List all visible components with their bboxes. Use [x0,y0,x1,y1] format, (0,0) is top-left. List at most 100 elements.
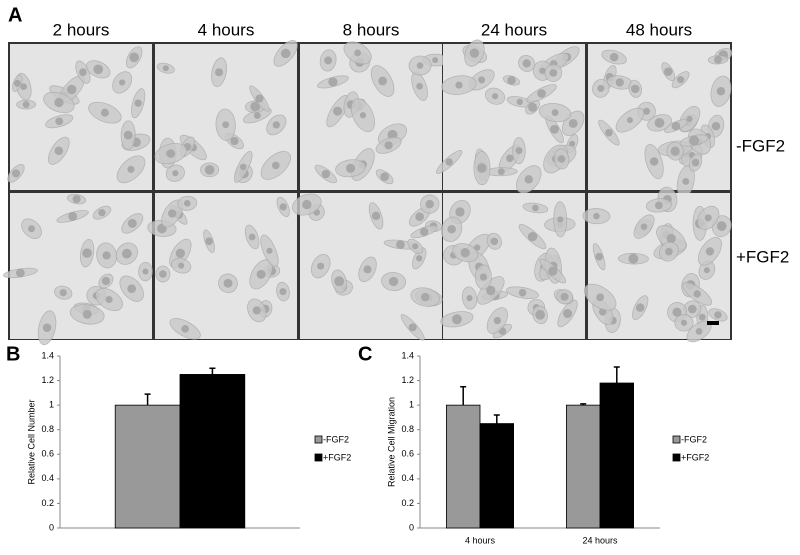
nucleus [516,98,523,106]
nucleus [279,203,287,211]
nucleus [705,247,715,256]
bar [599,382,634,529]
nucleus [388,276,399,287]
nucleus [425,199,434,209]
nucleus [687,304,697,314]
micrographs [2,39,733,346]
nucleus [253,112,261,120]
y-tick-label: 0.6 [41,449,54,459]
nucleus [416,62,424,69]
nucleus [396,240,405,249]
nucleus [704,214,712,222]
nucleus [527,231,538,242]
nucleus [532,204,539,212]
nucleus [127,284,137,294]
nucleus [416,82,423,90]
nucleus [605,128,613,137]
nucleus [665,247,673,256]
nucleus [272,121,280,129]
y-tick-label: 0 [409,522,414,532]
y-tick-label: 0.2 [401,498,414,508]
nucleus [412,243,419,250]
nucleus [666,233,676,244]
error-bar [460,385,467,406]
nucleus [522,59,531,68]
nucleus [205,237,213,246]
nucleus [655,201,663,210]
nucleus [491,93,499,100]
error-bar [613,366,620,384]
error-bar [144,393,151,406]
nucleus [93,64,104,75]
nucleus [466,294,473,302]
nucleus [451,314,462,325]
nucleus [478,76,486,84]
nucleus [677,76,685,84]
nucleus [371,211,381,221]
nucleus [557,216,564,223]
nucleus [551,109,559,117]
nucleus [691,158,700,167]
nucleus [129,52,140,63]
nucleus [628,253,639,264]
nucleus [557,155,566,163]
nucleus [378,76,387,86]
nucleus [595,252,603,261]
nucleus [280,48,291,59]
nucleus [68,211,78,221]
nucleus [101,276,111,286]
nucleus [549,69,558,77]
nucleus [20,83,28,91]
nucleus [333,106,343,116]
column-label: 8 hours [343,20,400,39]
y-tick-label: 1 [409,400,414,410]
nucleus [455,81,463,89]
nucleus [615,78,624,87]
nucleus [714,311,722,319]
legend-swatch [314,435,323,444]
y-tick-label: 1.4 [41,350,54,360]
nucleus [460,248,470,258]
nucleus [695,328,703,335]
y-tick-label: 1.4 [401,350,414,360]
nucleus [181,324,190,333]
nucleus [22,101,30,108]
nucleus [142,268,149,275]
nucleus [384,141,393,150]
nucleus [507,76,516,85]
column-label: 2 hours [53,20,110,39]
nucleus [302,199,312,210]
nucleus [123,130,133,140]
nucleus [408,323,417,332]
nucleus [11,169,21,178]
nucleus [563,309,573,319]
nucleus [630,84,640,94]
scale-bar [707,321,719,325]
nucleus [183,200,191,207]
nucleus [596,293,605,302]
nucleus [506,154,514,163]
nucleus [363,265,372,274]
nucleus [486,285,496,296]
nucleus [548,266,558,276]
y-tick-label: 0.8 [401,424,414,434]
row-label: +FGF2 [736,247,789,266]
legend-swatch [314,453,323,462]
nucleus [528,102,538,112]
nucleus [686,115,693,123]
nucleus [239,163,247,171]
nucleus [271,161,280,170]
nucleus [252,306,261,315]
nucleus [560,292,569,301]
y-tick-label: 0.2 [41,498,54,508]
bar [114,404,181,529]
bar [479,423,514,529]
nucleus [55,117,64,126]
nucleus [248,233,256,241]
nucleus [635,303,645,312]
row-label: -FGF2 [736,136,785,155]
nucleus [703,267,710,274]
nucleus [497,168,505,176]
y-tick-label: 0.6 [401,449,414,459]
bar [179,374,246,529]
